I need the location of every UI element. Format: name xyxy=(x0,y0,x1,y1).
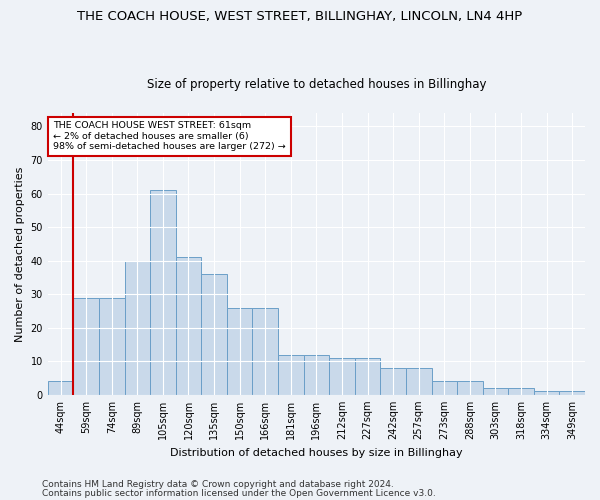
X-axis label: Distribution of detached houses by size in Billinghay: Distribution of detached houses by size … xyxy=(170,448,463,458)
Bar xyxy=(406,368,431,395)
Text: THE COACH HOUSE, WEST STREET, BILLINGHAY, LINCOLN, LN4 4HP: THE COACH HOUSE, WEST STREET, BILLINGHAY… xyxy=(77,10,523,23)
Bar xyxy=(278,354,304,395)
Text: Contains public sector information licensed under the Open Government Licence v3: Contains public sector information licen… xyxy=(42,488,436,498)
Bar xyxy=(176,258,201,395)
Bar xyxy=(253,308,278,395)
Bar xyxy=(482,388,508,395)
Bar xyxy=(380,368,406,395)
Bar xyxy=(304,354,329,395)
Bar xyxy=(508,388,534,395)
Bar xyxy=(201,274,227,395)
Text: THE COACH HOUSE WEST STREET: 61sqm
← 2% of detached houses are smaller (6)
98% o: THE COACH HOUSE WEST STREET: 61sqm ← 2% … xyxy=(53,122,286,152)
Y-axis label: Number of detached properties: Number of detached properties xyxy=(15,166,25,342)
Bar xyxy=(534,392,559,395)
Bar xyxy=(73,298,99,395)
Bar xyxy=(125,260,150,395)
Bar xyxy=(355,358,380,395)
Bar xyxy=(227,308,253,395)
Bar xyxy=(99,298,125,395)
Bar xyxy=(457,382,482,395)
Title: Size of property relative to detached houses in Billinghay: Size of property relative to detached ho… xyxy=(146,78,486,91)
Bar xyxy=(329,358,355,395)
Text: Contains HM Land Registry data © Crown copyright and database right 2024.: Contains HM Land Registry data © Crown c… xyxy=(42,480,394,489)
Bar xyxy=(559,392,585,395)
Bar xyxy=(150,190,176,395)
Bar xyxy=(48,382,73,395)
Bar xyxy=(431,382,457,395)
